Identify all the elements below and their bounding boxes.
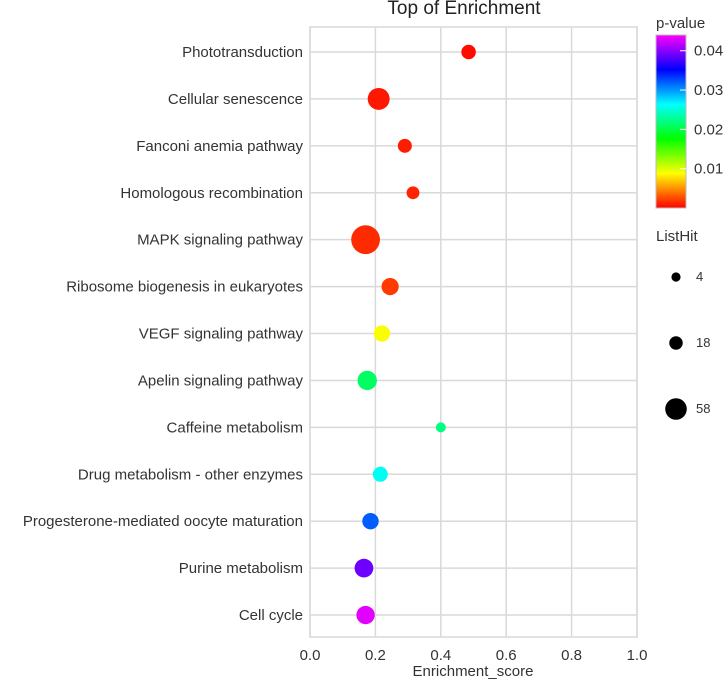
x-tick-label: 0.2 — [365, 647, 386, 664]
data-point — [461, 44, 476, 60]
data-point — [373, 325, 391, 342]
x-tick-label: 0.4 — [430, 647, 451, 664]
y-tick-label: Drug metabolism - other enzymes — [78, 466, 303, 483]
y-tick-label: Progesterone-mediated oocyte maturation — [23, 513, 303, 530]
size-legend-marker — [665, 398, 687, 420]
data-point — [357, 370, 377, 391]
color-legend-title: p-value — [656, 15, 705, 32]
data-point — [406, 186, 420, 200]
x-tick-label: 0.6 — [496, 647, 517, 664]
y-tick-label: Ribosome biogenesis in eukaryotes — [66, 279, 303, 296]
y-tick-label: Homologous recombination — [120, 185, 303, 202]
y-tick-label: VEGF signaling pathway — [139, 326, 304, 343]
chart-title: Top of Enrichment — [387, 0, 541, 19]
plot-border — [309, 26, 638, 638]
color-legend-tick-label: 0.04 — [694, 43, 723, 60]
y-tick-label: Cell cycle — [239, 607, 303, 624]
x-tick-label: 0.0 — [300, 647, 321, 664]
color-legend-tick-label: 0.03 — [694, 82, 723, 99]
y-tick-label: Phototransduction — [182, 44, 303, 61]
x-axis-label: Enrichment_score — [413, 663, 534, 680]
y-tick-label: Apelin signaling pathway — [138, 372, 304, 389]
color-legend-ticks: 0.01 0.02 0.03 0.04 — [680, 43, 723, 178]
size-legend-label: 18 — [696, 335, 710, 350]
data-point — [356, 605, 375, 625]
size-legend-label: 4 — [696, 269, 703, 284]
data-point — [397, 138, 412, 153]
x-tick-label: 1.0 — [627, 647, 648, 664]
size-legend: 4 18 58 — [665, 269, 710, 420]
data-point — [362, 513, 379, 530]
color-legend-bar — [655, 34, 687, 209]
x-tick-label: 0.8 — [561, 647, 582, 664]
y-tick-label: Cellular senescence — [168, 91, 303, 108]
data-point — [435, 422, 446, 433]
color-legend-tick-label: 0.02 — [694, 121, 723, 138]
data-point — [354, 558, 374, 578]
y-tick-label: Fanconi anemia pathway — [136, 138, 303, 155]
size-legend-marker — [669, 336, 683, 350]
data-point — [372, 466, 388, 482]
data-point — [367, 87, 390, 110]
data-point — [351, 225, 380, 255]
size-legend-title: ListHit — [656, 228, 699, 245]
size-legend-marker — [671, 272, 681, 282]
y-tick-label: Caffeine metabolism — [167, 419, 303, 436]
y-tick-label: Purine metabolism — [179, 560, 303, 577]
plot-area: 0.0 0.2 0.4 0.6 0.8 1.0 Phototransduction Cellu… — [23, 26, 648, 664]
color-legend-tick-label: 0.01 — [694, 161, 723, 178]
size-legend-label: 58 — [696, 401, 710, 416]
y-tick-label: MAPK signaling pathway — [137, 232, 303, 249]
data-point — [381, 278, 399, 296]
